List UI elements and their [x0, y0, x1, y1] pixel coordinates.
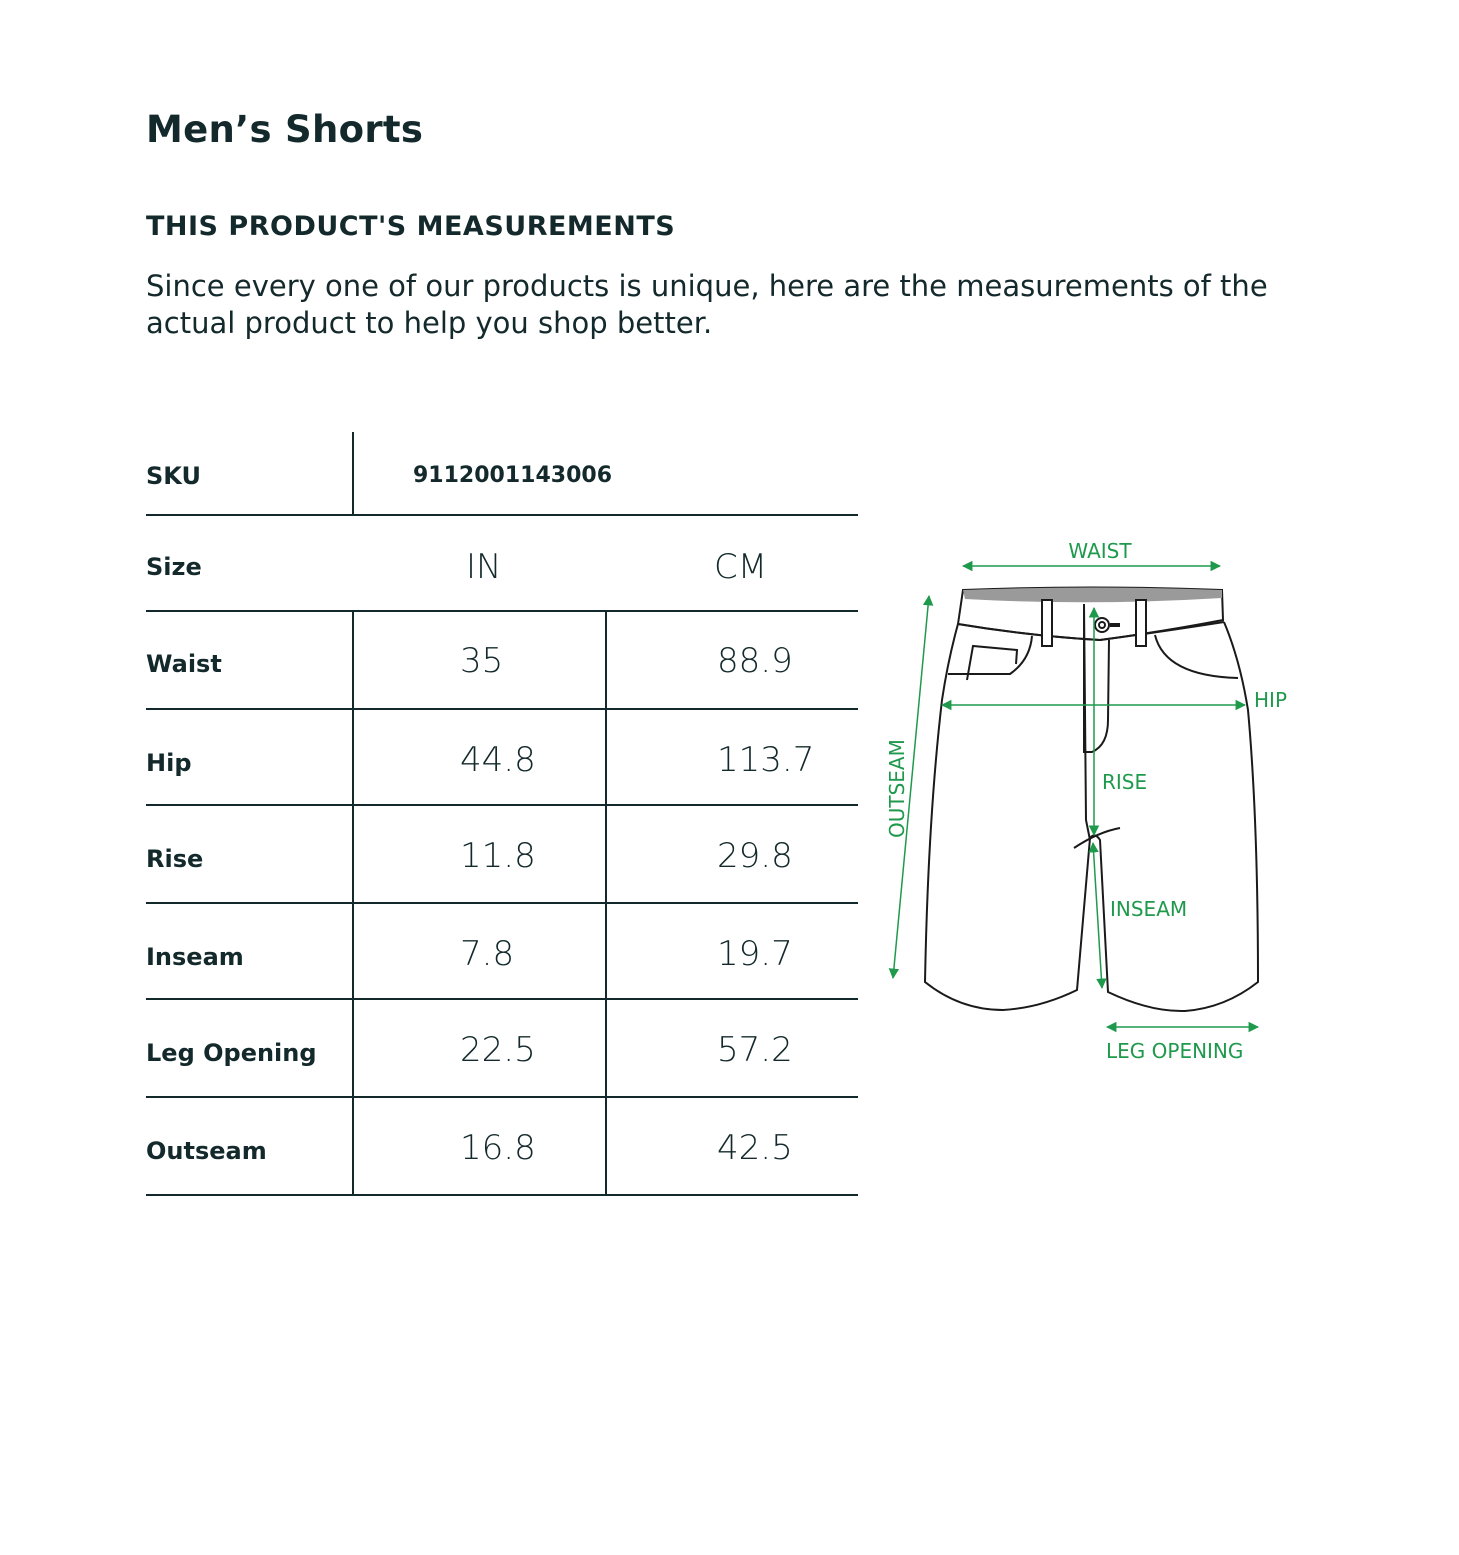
waist-label: WAIST: [1068, 539, 1132, 563]
hip-label: HIP: [1254, 688, 1287, 712]
divider: [146, 610, 858, 612]
value-in: 22.5: [460, 1030, 536, 1070]
value-in: 35: [460, 641, 504, 681]
divider: [352, 432, 354, 516]
divider: [146, 902, 858, 904]
value-in: 11.8: [460, 836, 536, 876]
row-label: Outseam: [146, 1137, 267, 1165]
value-in: 7.8: [460, 934, 515, 974]
shorts-outline: [923, 586, 1260, 1013]
rise-label: RISE: [1102, 770, 1147, 794]
row-label: Rise: [146, 845, 204, 873]
divider: [146, 998, 858, 1000]
unit-in: IN: [466, 547, 502, 587]
section-heading: THIS PRODUCT'S MEASUREMENTS: [146, 211, 676, 242]
value-cm: 42.5: [717, 1128, 793, 1168]
outseam-label: OUTSEAM: [885, 739, 909, 838]
divider: [146, 514, 858, 516]
row-label: Inseam: [146, 943, 244, 971]
value-cm: 57.2: [717, 1030, 793, 1070]
sku-label: SKU: [146, 462, 201, 490]
value-cm: 29.8: [717, 836, 793, 876]
divider: [146, 1096, 858, 1098]
value-in: 44.8: [460, 740, 536, 780]
row-label: Leg Opening: [146, 1039, 317, 1067]
description: Since every one of our products is uniqu…: [146, 269, 1268, 340]
divider: [146, 1194, 858, 1196]
measurement-arrows: [888, 560, 1260, 1033]
size-label: Size: [146, 553, 202, 581]
inseam-label: INSEAM: [1110, 897, 1187, 921]
sku-value: 9112001143006: [413, 463, 612, 488]
unit-cm: CM: [714, 547, 768, 587]
row-label: Hip: [146, 749, 192, 777]
divider: [146, 804, 858, 806]
value-cm: 113.7: [717, 740, 815, 780]
shorts-diagram: WAIST HIP OUTSEAM RISE INSEAM LEG OPENIN…: [885, 539, 1287, 1063]
value-cm: 88.9: [717, 641, 793, 681]
divider: [146, 708, 858, 710]
page-title: Men’s Shorts: [146, 108, 424, 151]
value-in: 16.8: [460, 1128, 536, 1168]
row-label: Waist: [146, 650, 222, 678]
value-cm: 19.7: [717, 934, 793, 974]
leg-opening-label: LEG OPENING: [1106, 1039, 1243, 1063]
